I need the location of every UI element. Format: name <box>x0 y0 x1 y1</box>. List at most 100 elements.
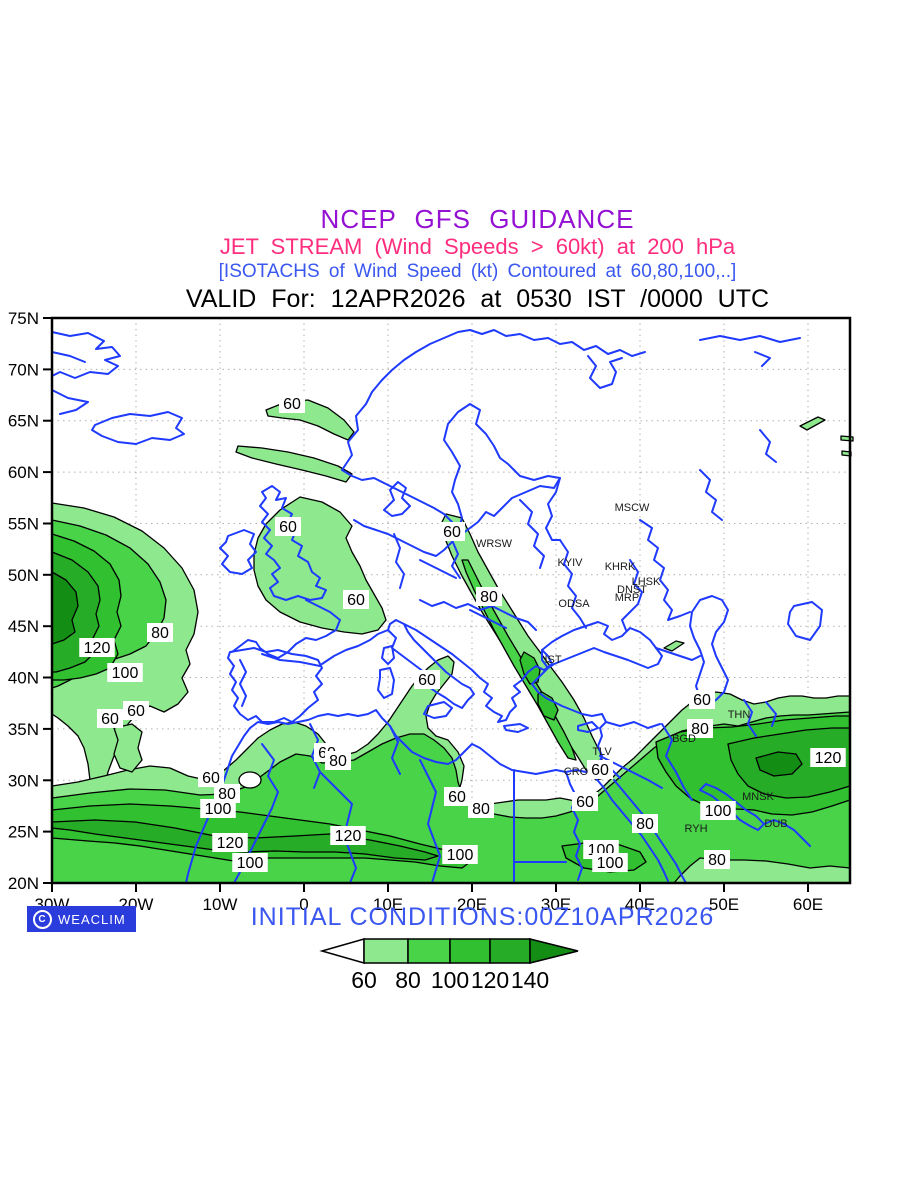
city-label-kyiv: KYIV <box>557 557 583 569</box>
contour-label: 80 <box>472 801 490 818</box>
contour-label: 100 <box>205 801 232 818</box>
lat-tick-label: 55N <box>8 515 39 534</box>
contour-label-box <box>232 853 268 872</box>
contour-label: 120 <box>335 828 362 845</box>
contour-label: 60 <box>101 711 119 728</box>
contour-label-box <box>810 748 846 767</box>
borders-europe <box>393 477 561 629</box>
valid-time-line: VALID For: 12APR2026 at 0530 IST /0000 U… <box>185 285 770 313</box>
contour-label: 100 <box>597 855 624 872</box>
legend-value-label: 60 <box>351 967 377 993</box>
lat-tick-label: 45N <box>8 617 39 636</box>
lat-tick-label: 70N <box>8 360 39 379</box>
contour-label: 60 <box>693 692 711 709</box>
legend-box-60 <box>363 938 409 964</box>
contour-label-box <box>704 850 730 869</box>
contour-label-box <box>275 517 301 536</box>
city-label-dub: DUB <box>764 818 787 830</box>
contour-label-box <box>444 787 470 806</box>
calm-hole-morocco <box>238 771 262 789</box>
copyright-icon: C <box>33 909 52 929</box>
isotach-region-mideast-140 <box>755 751 803 777</box>
contour-label: 80 <box>218 786 236 803</box>
contour-label: 80 <box>480 589 498 606</box>
lon-tick-label: 60E <box>793 895 823 914</box>
city-label-wrsw: WRSW <box>476 538 513 550</box>
contour-label-box <box>123 701 149 720</box>
contour-label-box <box>687 719 713 738</box>
contour-label: 80 <box>708 852 726 869</box>
contour-label: 60 <box>591 762 609 779</box>
contour-label: 100 <box>447 847 474 864</box>
lat-tick-label: 35N <box>8 720 39 739</box>
contour-label-box <box>279 394 305 413</box>
contour-label: 60 <box>127 703 145 720</box>
city-label-tlv: TLV <box>592 746 612 758</box>
coastline-iceland <box>91 411 185 445</box>
borders-africa-mideast <box>233 647 777 884</box>
legend-box-100 <box>449 938 491 964</box>
contour-label: 60 <box>202 770 220 787</box>
isotach-region-caspian-sliver <box>663 640 685 652</box>
contour-label: 60 <box>443 524 461 541</box>
contour-label-box <box>476 587 502 606</box>
coastline-greenland-arctic <box>51 331 801 415</box>
lat-tick-label: 20N <box>8 874 39 893</box>
city-label-bgd: BGD <box>672 733 696 745</box>
city-label-cro: CRO <box>564 766 589 778</box>
contour-label-box <box>439 522 465 541</box>
contour-label-box <box>414 670 440 689</box>
coastline-france-iberia <box>227 599 341 723</box>
contour-label: 80 <box>151 625 169 642</box>
contour-label-box <box>592 853 628 872</box>
lat-tick-label: 30N <box>8 771 39 790</box>
lat-tick-label: 50N <box>8 566 39 585</box>
lat-tick-label: 25N <box>8 823 39 842</box>
lon-tick-label: 10W <box>203 895 238 914</box>
subtitle-jetstream: JET STREAM (Wind Speeds > 60kt) at 200 h… <box>219 234 736 259</box>
contour-label-box <box>107 663 143 682</box>
city-label-thn: THN <box>728 709 751 721</box>
contour-label-box <box>147 623 173 642</box>
latitude-axis: 75N 70N 65N 60N 55N 50N 45N 40N 35N 30N 25N 20N <box>8 309 52 893</box>
contour-label-box <box>343 590 369 609</box>
contour-label-box <box>632 814 658 833</box>
contour-label: 100 <box>705 803 732 820</box>
weaclim-logo: C WEACLIM <box>27 906 136 932</box>
city-label-mrp: MRP <box>615 592 639 604</box>
legend-box-120 <box>489 938 531 964</box>
contour-label: 60 <box>279 519 297 536</box>
legend-under-arrow <box>319 938 365 964</box>
lon-tick-label: 40E <box>625 895 655 914</box>
contour-label-box <box>689 690 715 709</box>
lon-tick-label: 50E <box>709 895 739 914</box>
legend-value-label: 80 <box>395 967 421 993</box>
contour-label-box <box>442 845 478 864</box>
city-label-mscw: MSCW <box>615 502 650 514</box>
contour-label-box <box>700 801 736 820</box>
lat-tick-label: 75N <box>8 309 39 328</box>
isotach-region-atlantic-140 <box>51 571 79 645</box>
contour-label-box <box>214 784 240 803</box>
lon-tick-label: 20E <box>457 895 487 914</box>
lon-tick-label: 0 <box>299 895 308 914</box>
coastline-mediterranean-italy-greece <box>321 619 553 733</box>
contour-label: 100 <box>112 665 139 682</box>
legend-value-label: 140 <box>511 967 549 993</box>
city-label-dnst: DNST <box>617 584 647 596</box>
lat-tick-label: 40N <box>8 669 39 688</box>
subtitle-isotachs: [ISOTACHS of Wind Speed (kt) Contoured a… <box>218 261 737 282</box>
lon-tick-label: 10E <box>373 895 403 914</box>
lon-tick-label: 30E <box>541 895 571 914</box>
contour-label: 100 <box>237 855 264 872</box>
contour-label-box <box>330 826 366 845</box>
contour-value-labels: 8012010060606060606080606060806080100120… <box>79 394 846 872</box>
isotach-region-iceland-band-2 <box>235 445 353 483</box>
page-title: NCEP GFS GUIDANCE <box>320 204 635 234</box>
city-label-lhsk: LHSK <box>632 576 661 588</box>
contour-label-box <box>572 792 598 811</box>
contour-label-box <box>97 709 123 728</box>
weaclim-logo-text: WEACLIM <box>58 911 126 927</box>
coastline-uk-ireland <box>219 485 327 601</box>
